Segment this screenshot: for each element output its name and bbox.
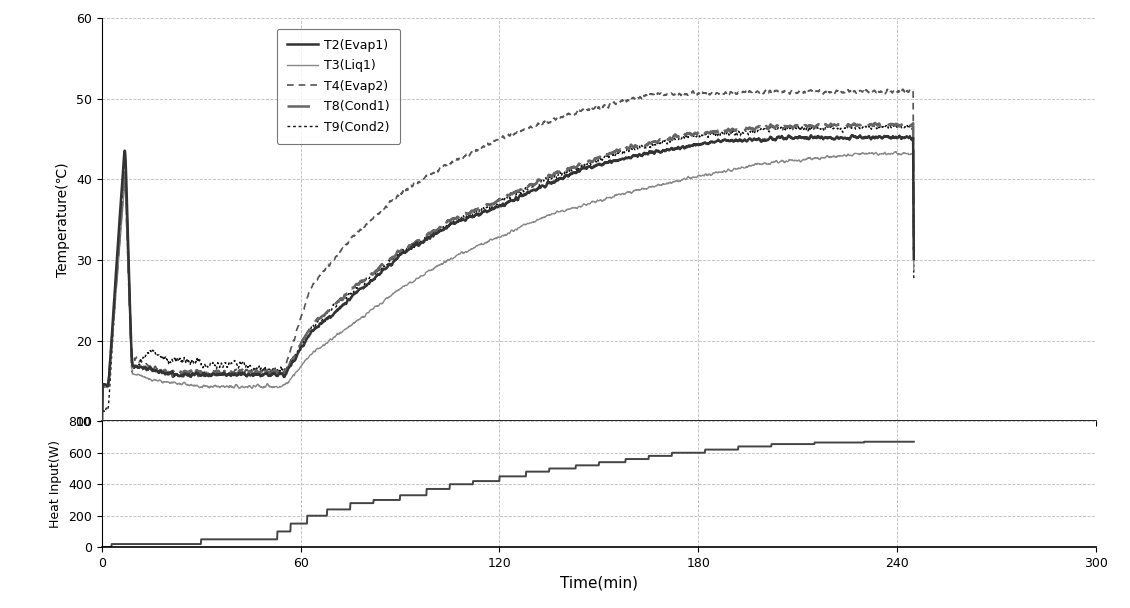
T8(Cond1) (907, 246, 921, 254)
T4(Evap2) (896, 86, 910, 93)
T4(Evap2) (95, 428, 108, 435)
T8(Cond1) (754, 124, 767, 131)
T8(Cond1) (825, 121, 838, 128)
T4(Evap2) (825, 89, 838, 97)
T8(Cond1) (316, 312, 330, 319)
Line: T3(Liq1): T3(Liq1) (102, 151, 914, 445)
T3(Liq1) (316, 341, 330, 348)
T2(Evap1) (907, 255, 921, 263)
T9(Cond2) (907, 275, 921, 282)
T3(Liq1) (224, 382, 237, 389)
T9(Cond2) (817, 128, 831, 135)
T8(Cond1) (224, 368, 237, 375)
T2(Evap1) (257, 371, 270, 378)
T3(Liq1) (907, 266, 921, 274)
T2(Evap1) (825, 135, 838, 142)
T8(Cond1) (95, 440, 108, 447)
T3(Liq1) (754, 161, 767, 168)
T2(Evap1) (316, 319, 330, 326)
T9(Cond2) (825, 123, 838, 131)
T3(Liq1) (817, 154, 831, 162)
T9(Cond2) (316, 315, 330, 322)
T9(Cond2) (754, 126, 767, 133)
Line: T2(Evap1): T2(Evap1) (102, 135, 914, 443)
T9(Cond2) (95, 444, 108, 451)
Legend: T2(Evap1), T3(Liq1), T4(Evap2), T8(Cond1), T9(Cond2): T2(Evap1), T3(Liq1), T4(Evap2), T8(Cond1… (277, 29, 400, 143)
T4(Evap2) (907, 251, 921, 258)
Y-axis label: Heat Input(W): Heat Input(W) (50, 440, 62, 528)
X-axis label: Time(min): Time(min) (559, 576, 638, 590)
T2(Evap1) (817, 134, 831, 142)
T9(Cond2) (846, 120, 860, 127)
T8(Cond1) (817, 123, 831, 130)
T2(Evap1) (224, 372, 237, 379)
T4(Evap2) (817, 89, 831, 97)
T4(Evap2) (754, 89, 767, 96)
T4(Evap2) (257, 367, 270, 375)
T3(Liq1) (888, 148, 902, 155)
Y-axis label: Temperature(℃): Temperature(℃) (56, 162, 70, 277)
T4(Evap2) (316, 268, 330, 275)
T3(Liq1) (257, 384, 270, 392)
T2(Evap1) (846, 131, 860, 139)
T9(Cond2) (224, 360, 237, 367)
T3(Liq1) (95, 441, 108, 449)
Line: T8(Cond1): T8(Cond1) (102, 123, 914, 443)
Line: T9(Cond2): T9(Cond2) (102, 123, 914, 447)
T8(Cond1) (868, 119, 881, 126)
T8(Cond1) (257, 368, 270, 375)
T4(Evap2) (224, 370, 237, 378)
T2(Evap1) (754, 137, 767, 145)
T3(Liq1) (825, 153, 838, 160)
T9(Cond2) (257, 367, 270, 374)
Line: T4(Evap2): T4(Evap2) (102, 89, 914, 432)
T2(Evap1) (95, 440, 108, 447)
